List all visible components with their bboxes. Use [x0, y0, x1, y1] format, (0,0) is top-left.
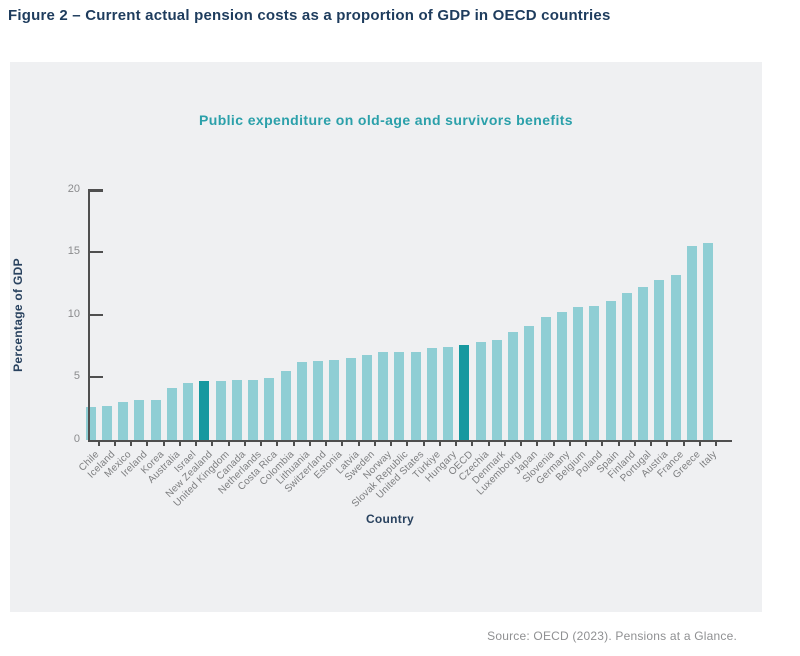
bar-portugal — [638, 287, 648, 440]
bar-israel — [183, 383, 193, 440]
x-axis-minor-tick — [373, 440, 376, 446]
bar-czechia — [475, 342, 486, 440]
bar-costa-rica — [264, 378, 275, 440]
x-axis-minor-tick — [178, 440, 181, 446]
bar-netherlands — [248, 379, 258, 440]
y-tick-label: 5 — [73, 370, 80, 382]
x-category-label: Italy — [697, 448, 719, 470]
bar-new-zealand — [199, 380, 210, 440]
x-axis-minor-tick — [438, 440, 441, 446]
chart-panel: Public expenditure on old-age and surviv… — [10, 62, 762, 612]
x-axis-minor-tick — [325, 440, 328, 446]
bar-korea — [150, 399, 161, 440]
x-axis-minor-tick — [357, 440, 360, 446]
bar-ireland — [134, 399, 145, 440]
x-axis-minor-tick — [471, 440, 474, 446]
bar-estonia — [329, 359, 340, 440]
bar-norway — [378, 352, 388, 440]
x-axis-minor-tick — [455, 440, 458, 446]
x-axis-minor-tick — [568, 440, 571, 446]
bar-luxembourg — [508, 332, 518, 440]
x-axis-minor-tick — [536, 440, 539, 446]
bar-finland — [621, 293, 632, 440]
bar-japan — [524, 325, 535, 440]
x-axis-minor-tick — [292, 440, 295, 446]
x-axis-minor-tick — [682, 440, 685, 446]
x-axis-minor-tick — [97, 440, 100, 446]
y-tick-label: 10 — [67, 307, 80, 320]
x-axis-minor-tick — [390, 440, 393, 446]
x-axis-minor-tick — [633, 440, 636, 446]
bar-türkiye — [426, 348, 437, 440]
bar-belgium — [573, 307, 583, 440]
x-axis-minor-tick — [341, 440, 344, 446]
x-axis-minor-tick — [406, 440, 409, 446]
x-axis-minor-tick — [260, 440, 263, 446]
x-axis-minor-tick — [601, 440, 604, 446]
bar-italy — [703, 243, 713, 440]
bar-canada — [231, 379, 242, 440]
bar-switzerland — [313, 360, 323, 440]
x-axis-minor-tick — [585, 440, 588, 446]
x-axis-minor-tick — [130, 440, 133, 446]
bar-mexico — [118, 402, 128, 440]
source-note: Source: OECD (2023). Pensions at a Glanc… — [487, 629, 737, 643]
y-axis-tick — [88, 376, 103, 378]
x-axis-minor-tick — [520, 440, 523, 446]
chart-title: Public expenditure on old-age and surviv… — [199, 112, 573, 128]
bar-hungary — [443, 347, 453, 440]
bar-colombia — [280, 370, 291, 440]
x-axis-minor-tick — [162, 440, 165, 446]
x-axis-minor-tick — [195, 440, 198, 446]
x-axis-minor-tick — [227, 440, 230, 446]
y-tick-label: 20 — [67, 182, 80, 195]
y-axis-title: Percentage of GDP — [11, 258, 25, 372]
x-axis-minor-tick — [211, 440, 214, 446]
x-axis-minor-tick — [276, 440, 279, 446]
bar-slovenia — [540, 317, 551, 440]
x-axis-minor-tick — [552, 440, 555, 446]
bar-latvia — [345, 358, 356, 440]
figure-title: Figure 2 – Current actual pension costs … — [8, 7, 611, 24]
y-tick-label: 15 — [67, 245, 80, 257]
x-axis-minor-tick — [113, 440, 116, 446]
y-tick-label: 0 — [73, 432, 80, 445]
bar-lithuania — [296, 362, 307, 440]
x-axis-minor-tick — [243, 440, 246, 446]
x-axis-title: Country — [365, 512, 415, 526]
bar-chile — [85, 407, 96, 440]
x-axis-minor-tick — [487, 440, 490, 446]
x-axis-minor-tick — [422, 440, 425, 446]
bar-austria — [654, 279, 665, 440]
y-axis-tick — [88, 313, 103, 316]
bar-poland — [589, 305, 600, 440]
bar-australia — [166, 388, 177, 440]
bar-denmark — [491, 339, 502, 440]
bar-iceland — [101, 405, 112, 440]
bar-france — [670, 274, 681, 440]
bar-united-states — [410, 352, 421, 440]
x-axis-minor-tick — [503, 440, 506, 446]
x-axis-minor-tick — [617, 440, 620, 446]
bar-sweden — [361, 354, 372, 440]
x-axis-minor-tick — [698, 440, 701, 446]
y-axis-line — [88, 189, 90, 442]
x-axis-minor-tick — [308, 440, 311, 446]
y-axis-top-cap — [88, 189, 103, 192]
bar-united-kingdom — [215, 380, 226, 440]
x-axis-minor-tick — [650, 440, 653, 446]
bar-greece — [686, 245, 697, 440]
bar-oecd — [459, 344, 470, 440]
x-axis-minor-tick — [666, 440, 669, 446]
bar-germany — [556, 312, 567, 440]
bar-slovak-republic — [394, 352, 405, 440]
x-axis-minor-tick — [715, 440, 718, 446]
bar-spain — [605, 300, 616, 440]
x-axis-line — [88, 439, 732, 442]
x-axis-minor-tick — [146, 440, 149, 446]
y-axis-tick — [88, 251, 103, 253]
